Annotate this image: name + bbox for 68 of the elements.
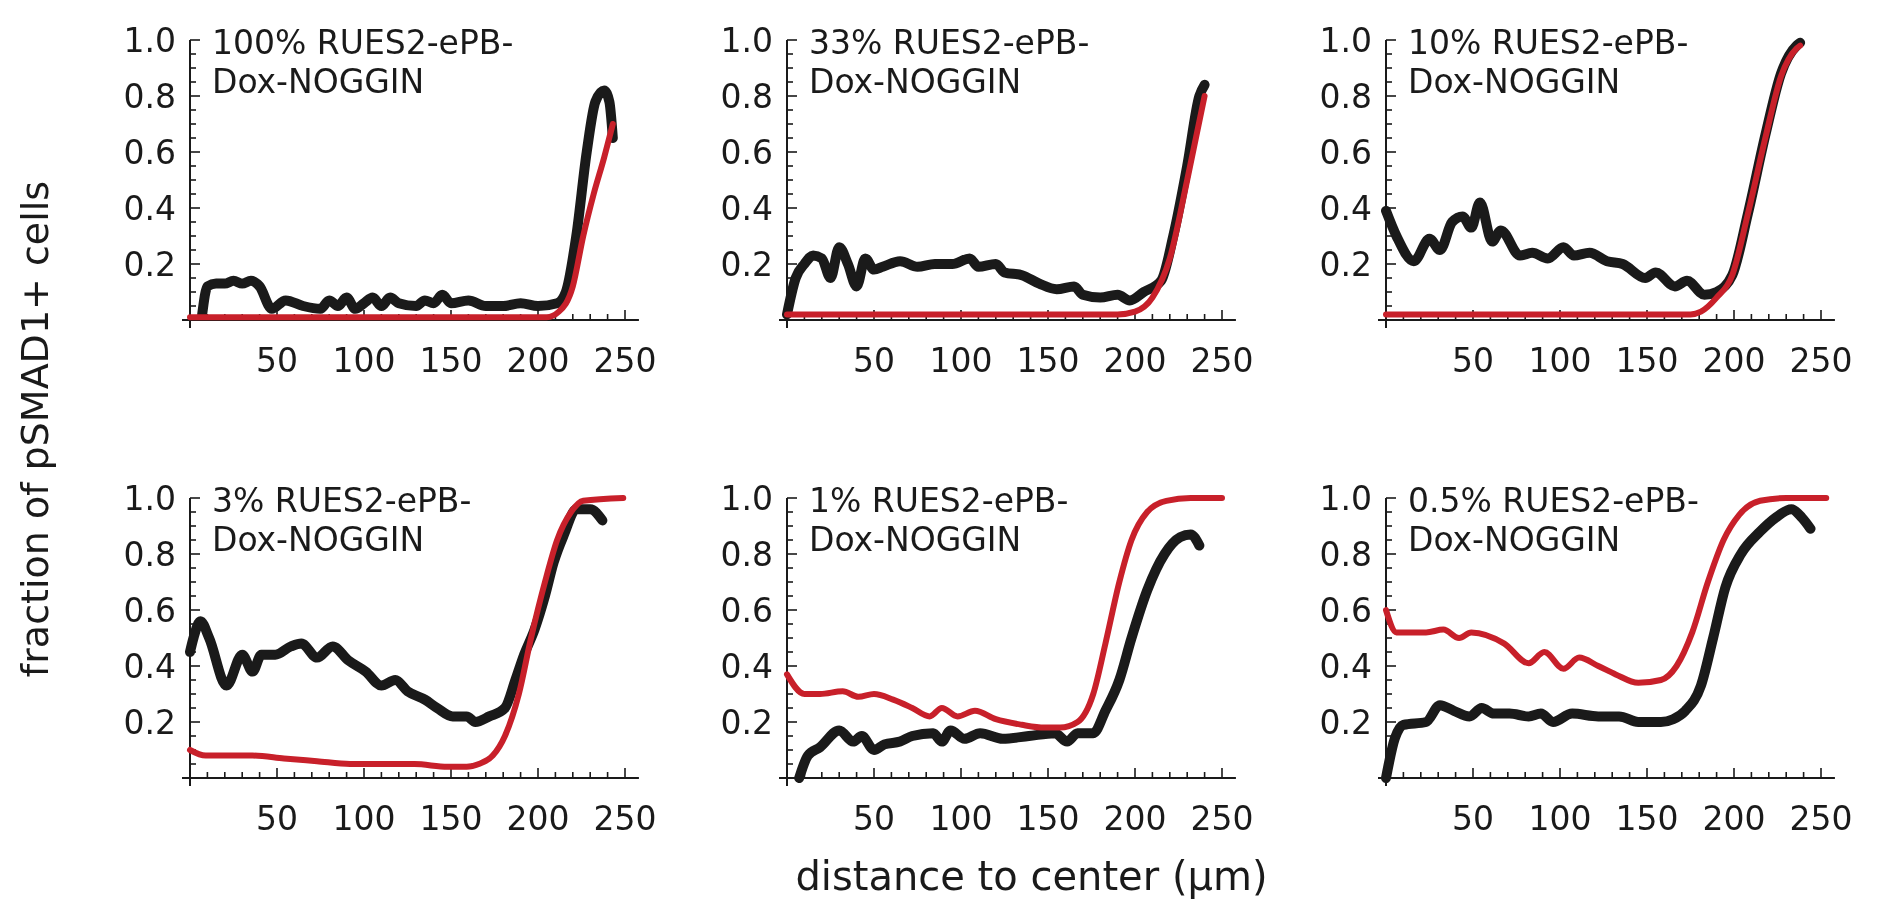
chart-title: 3% RUES2-ePB-Dox-NOGGIN (212, 481, 472, 559)
x-tick-label: 250 (593, 341, 657, 380)
y-tick-label: 0.4 (1319, 188, 1372, 228)
x-tick-label: 150 (1016, 799, 1080, 838)
y-tick-label: 0.6 (1319, 590, 1372, 630)
x-tick-label: 100 (1528, 799, 1592, 838)
x-tick-label: 250 (1789, 341, 1853, 380)
y-tick-label: 0.4 (720, 646, 773, 686)
y-tick-label: 0.8 (1319, 76, 1372, 116)
x-tick-label: 200 (506, 341, 570, 380)
x-tick-label: 200 (1103, 799, 1167, 838)
chart-title: 33% RUES2-ePB-Dox-NOGGIN (809, 23, 1090, 101)
y-tick-label: 1.0 (720, 20, 773, 60)
x-tick-label: 100 (332, 799, 396, 838)
x-tick-label: 200 (1103, 341, 1167, 380)
y-tick-label: 0.2 (720, 244, 773, 284)
y-tick-label: 0.8 (1319, 534, 1372, 574)
y-tick-label: 0.8 (123, 534, 176, 574)
y-tick-label: 1.0 (123, 478, 176, 518)
x-tick-label: 150 (419, 341, 483, 380)
y-tick-label: 1.0 (1319, 478, 1372, 518)
x-tick-label: 150 (1615, 799, 1679, 838)
chart-title: 1% RUES2-ePB-Dox-NOGGIN (809, 481, 1069, 559)
x-tick-label: 50 (256, 341, 298, 380)
x-tick-label: 150 (1016, 341, 1080, 380)
x-tick-label: 200 (506, 799, 570, 838)
y-tick-label: 0.8 (720, 76, 773, 116)
y-tick-label: 0.6 (720, 590, 773, 630)
y-tick-label: 0.6 (1319, 132, 1372, 172)
x-tick-label: 100 (929, 799, 993, 838)
y-tick-label: 1.0 (123, 20, 176, 60)
y-axis-title: fraction of pSMAD1+ cells (13, 180, 57, 678)
y-tick-label: 0.2 (1319, 702, 1372, 742)
y-tick-label: 0.2 (123, 702, 176, 742)
x-tick-label: 150 (1615, 341, 1679, 380)
x-tick-label: 250 (1789, 799, 1853, 838)
y-tick-label: 0.4 (720, 188, 773, 228)
chart-title: 0.5% RUES2-ePB-Dox-NOGGIN (1408, 481, 1699, 559)
x-tick-label: 50 (1452, 799, 1494, 838)
y-tick-label: 0.2 (123, 244, 176, 284)
x-tick-label: 100 (332, 341, 396, 380)
y-tick-label: 0.4 (123, 646, 176, 686)
y-tick-label: 0.4 (123, 188, 176, 228)
y-tick-label: 0.2 (720, 702, 773, 742)
x-tick-label: 50 (1452, 341, 1494, 380)
x-tick-label: 250 (1190, 341, 1254, 380)
y-tick-label: 1.0 (1319, 20, 1372, 60)
x-tick-label: 50 (853, 799, 895, 838)
y-tick-label: 0.2 (1319, 244, 1372, 284)
x-tick-label: 200 (1702, 341, 1766, 380)
y-tick-label: 1.0 (720, 478, 773, 518)
x-tick-label: 250 (1190, 799, 1254, 838)
y-tick-label: 0.6 (123, 132, 176, 172)
y-tick-label: 0.8 (720, 534, 773, 574)
x-tick-label: 50 (256, 799, 298, 838)
y-tick-label: 0.4 (1319, 646, 1372, 686)
x-axis-title: distance to center (µm) (795, 853, 1268, 899)
x-tick-label: 150 (419, 799, 483, 838)
x-tick-label: 100 (1528, 341, 1592, 380)
x-tick-label: 250 (593, 799, 657, 838)
chart-title: 10% RUES2-ePB-Dox-NOGGIN (1408, 23, 1689, 101)
y-tick-label: 0.6 (123, 590, 176, 630)
x-tick-label: 200 (1702, 799, 1766, 838)
y-tick-label: 0.8 (123, 76, 176, 116)
x-tick-label: 100 (929, 341, 993, 380)
chart-title: 100% RUES2-ePB-Dox-NOGGIN (212, 23, 514, 101)
x-tick-label: 50 (853, 341, 895, 380)
y-tick-label: 0.6 (720, 132, 773, 172)
